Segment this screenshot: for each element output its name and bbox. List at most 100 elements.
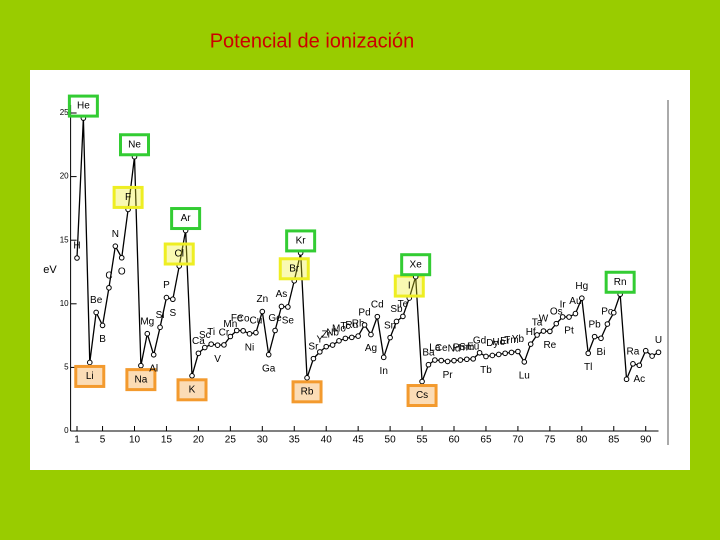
y-tick-label: 5 xyxy=(64,363,69,372)
element-label: Al xyxy=(149,363,158,374)
data-point xyxy=(495,351,502,358)
y-tick-label: 20 xyxy=(60,172,69,181)
data-point xyxy=(642,347,649,354)
x-tick-label: 35 xyxy=(289,435,301,446)
data-point xyxy=(106,284,112,291)
label-box xyxy=(163,242,195,266)
element-label: Cs xyxy=(416,390,428,401)
element-label: Ce xyxy=(435,343,448,354)
data-point xyxy=(463,356,470,363)
data-point xyxy=(521,359,528,365)
data-point xyxy=(285,304,291,310)
data-point xyxy=(310,355,317,362)
element-label: Mg xyxy=(140,316,154,327)
element-label: V xyxy=(214,354,221,365)
label-box xyxy=(406,384,438,408)
data-point xyxy=(112,243,119,249)
element-label: C xyxy=(105,270,112,281)
element-label: Po xyxy=(601,307,614,318)
data-point xyxy=(221,342,227,348)
y-axis-label: eV xyxy=(43,264,57,276)
data-point xyxy=(470,356,476,362)
data-point xyxy=(265,351,272,358)
element-label: P xyxy=(163,280,170,291)
element-label: I xyxy=(408,281,411,292)
element-label: Sb xyxy=(390,304,403,315)
element-label: Cd xyxy=(371,299,384,310)
label-box xyxy=(112,185,144,209)
element-label: Co xyxy=(237,313,250,324)
x-tick-label: 60 xyxy=(448,435,460,446)
x-tick-label: 65 xyxy=(480,435,492,446)
element-label: Br xyxy=(289,263,300,274)
data-point xyxy=(240,327,246,334)
data-point xyxy=(540,328,547,334)
data-point xyxy=(572,310,579,317)
data-point xyxy=(527,341,534,347)
data-point xyxy=(585,350,592,357)
element-label: Si xyxy=(156,310,165,321)
element-label: Ne xyxy=(128,139,141,150)
data-point xyxy=(348,334,355,341)
label-box xyxy=(125,368,157,392)
x-tick-label: 70 xyxy=(512,435,524,446)
element-label: Ge xyxy=(268,313,282,324)
element-label: Y xyxy=(316,335,323,346)
x-tick-label: 30 xyxy=(257,435,269,446)
data-point xyxy=(598,335,604,342)
element-label: Re xyxy=(543,340,556,351)
element-label: Nd xyxy=(448,343,461,354)
element-label: Zn xyxy=(256,294,268,305)
element-label: Cl xyxy=(175,249,184,260)
data-point xyxy=(380,354,387,361)
element-label: Mn xyxy=(223,319,237,330)
element-label: Nb xyxy=(326,328,339,339)
element-label: Ga xyxy=(262,363,276,374)
data-point xyxy=(259,308,266,315)
x-tick-label: 1 xyxy=(74,435,80,446)
data-point xyxy=(246,331,253,337)
data-point xyxy=(304,375,310,381)
data-point xyxy=(233,327,240,334)
label-box xyxy=(119,133,151,157)
element-label: H xyxy=(73,241,80,252)
data-point xyxy=(227,333,234,340)
data-point xyxy=(579,295,585,302)
x-tick-label: 50 xyxy=(385,435,397,446)
element-label: Cr xyxy=(219,328,230,339)
data-point xyxy=(610,309,617,316)
data-point xyxy=(451,357,457,364)
data-point xyxy=(457,357,464,363)
x-tick-label: 90 xyxy=(640,435,652,446)
element-label: Fe xyxy=(231,313,243,324)
element-label: Ta xyxy=(532,318,543,329)
element-label: Ar xyxy=(181,213,192,224)
data-point xyxy=(393,318,400,325)
data-point xyxy=(419,378,425,385)
data-point xyxy=(547,328,553,335)
element-label: Au xyxy=(569,296,581,307)
data-point xyxy=(317,349,323,355)
element-label: Rn xyxy=(614,277,627,288)
data-point xyxy=(208,341,214,347)
element-label: Rh xyxy=(352,319,365,330)
element-label: Rb xyxy=(301,386,314,397)
element-label: Ca xyxy=(192,336,205,347)
element-label: Sn xyxy=(384,320,396,331)
data-point xyxy=(655,349,662,356)
element-label: Gd xyxy=(473,335,486,346)
element-label: He xyxy=(77,101,90,112)
element-label: Er xyxy=(500,336,511,347)
data-point xyxy=(138,362,144,369)
data-point xyxy=(329,342,336,348)
element-label: Sc xyxy=(199,330,211,341)
element-label: In xyxy=(380,366,388,377)
element-label: Tc xyxy=(340,321,350,332)
data-point xyxy=(170,296,176,303)
x-tick-label: 10 xyxy=(129,435,141,446)
data-point xyxy=(86,359,93,366)
x-tick-label: 15 xyxy=(161,435,173,446)
data-point xyxy=(144,330,151,337)
data-point xyxy=(515,348,521,355)
chart-panel xyxy=(30,70,690,470)
